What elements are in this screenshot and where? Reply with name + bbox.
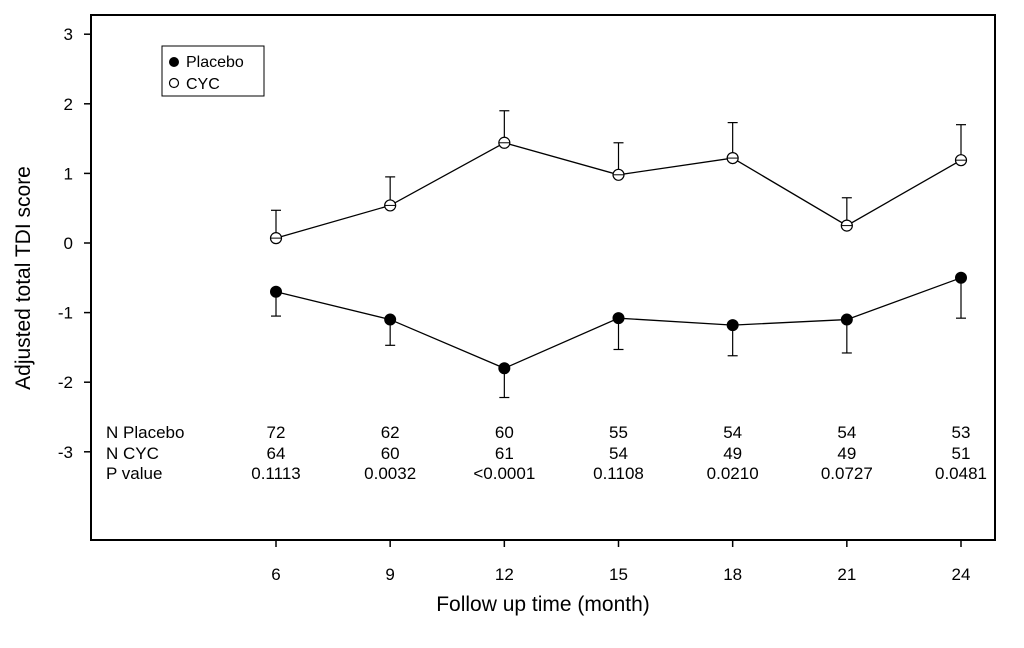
table-cell-p-value-6: 0.0481 <box>935 464 987 483</box>
table-cell-n-placebo-6: 53 <box>952 423 971 442</box>
point-cyc-4 <box>726 151 739 165</box>
x-axis: 6 9 12 15 18 21 24 <box>271 540 970 584</box>
table-label-n-cyc: N CYC <box>106 444 159 463</box>
table-cell-n-placebo-0: 72 <box>267 423 286 442</box>
table-label-n-placebo: N Placebo <box>106 423 184 442</box>
point-cyc-2 <box>498 136 511 149</box>
y-tick-label-5: -2 <box>58 373 73 392</box>
point-placebo-5 <box>840 313 853 326</box>
point-placebo-0 <box>270 285 282 298</box>
table-cell-n-placebo-1: 62 <box>381 423 400 442</box>
table-cell-p-value-0: 0.1113 <box>251 464 300 483</box>
series-placebo <box>270 271 967 399</box>
legend-box <box>161 45 265 97</box>
point-cyc-0 <box>269 232 283 245</box>
y-tick-label-3: 0 <box>64 234 73 253</box>
legend-placebo-marker <box>169 57 179 67</box>
y-tick-label-6: -3 <box>58 443 73 462</box>
point-cyc-1 <box>384 199 397 212</box>
x-tick-label-1: 9 <box>385 565 394 584</box>
table-cell-n-cyc-2: 61 <box>495 444 514 463</box>
table-cell-p-value-3: 0.1108 <box>593 464 644 483</box>
y-tick-label-1: 2 <box>64 95 73 114</box>
series-cyc <box>269 110 968 245</box>
table-cell-n-cyc-5: 49 <box>837 444 856 463</box>
point-placebo-1 <box>384 313 397 326</box>
plot-frame <box>90 14 996 541</box>
table-cell-n-placebo-3: 55 <box>609 423 628 442</box>
legend-cyc-label: CYC <box>186 76 220 93</box>
point-placebo-3 <box>612 312 625 325</box>
x-tick-label-4: 18 <box>723 565 742 584</box>
data-table: N Placebo N CYC P value 72 62 60 55 54 54 53 64… <box>106 423 987 483</box>
y-tick-label-0: 3 <box>64 25 73 44</box>
table-cell-p-value-4: 0.0210 <box>707 464 759 483</box>
y-axis-label: Adjusted total TDI score <box>12 166 35 390</box>
point-cyc-3 <box>612 168 625 181</box>
series-layer <box>269 110 968 399</box>
table-cell-n-cyc-6: 51 <box>952 444 971 463</box>
x-tick-label-0: 6 <box>271 565 280 584</box>
table-cell-n-placebo-5: 54 <box>837 423 856 442</box>
point-placebo-6 <box>955 271 967 284</box>
legend-cyc-marker <box>168 77 180 89</box>
table-cell-n-cyc-0: 64 <box>267 444 286 463</box>
legend: Placebo CYC <box>161 45 265 97</box>
table-cell-p-value-1: 0.0032 <box>364 464 416 483</box>
point-cyc-5 <box>840 219 853 232</box>
table-cell-p-value-5: 0.0727 <box>821 464 873 483</box>
table-cell-n-placebo-2: 60 <box>495 423 514 442</box>
x-tick-label-6: 24 <box>952 565 971 584</box>
point-placebo-2 <box>498 362 511 375</box>
y-tick-label-4: -1 <box>58 304 73 323</box>
table-label-p-value: P value <box>106 464 162 483</box>
table-cell-p-value-2: <0.0001 <box>473 464 535 483</box>
x-axis-label: Follow up time (month) <box>436 593 650 616</box>
x-tick-label-5: 21 <box>837 565 856 584</box>
y-tick-label-2: 1 <box>64 164 73 183</box>
table-cell-n-cyc-3: 54 <box>609 444 628 463</box>
table-cell-n-cyc-1: 60 <box>381 444 400 463</box>
x-tick-label-2: 12 <box>495 565 514 584</box>
table-cell-n-cyc-4: 49 <box>723 444 742 463</box>
y-axis: 3 2 1 0 -1 -2 -3 <box>58 25 91 462</box>
x-tick-label-3: 15 <box>609 565 628 584</box>
legend-placebo-label: Placebo <box>186 54 244 71</box>
point-placebo-4 <box>726 319 739 332</box>
table-cell-n-placebo-4: 54 <box>723 423 742 442</box>
point-cyc-6 <box>954 154 968 167</box>
